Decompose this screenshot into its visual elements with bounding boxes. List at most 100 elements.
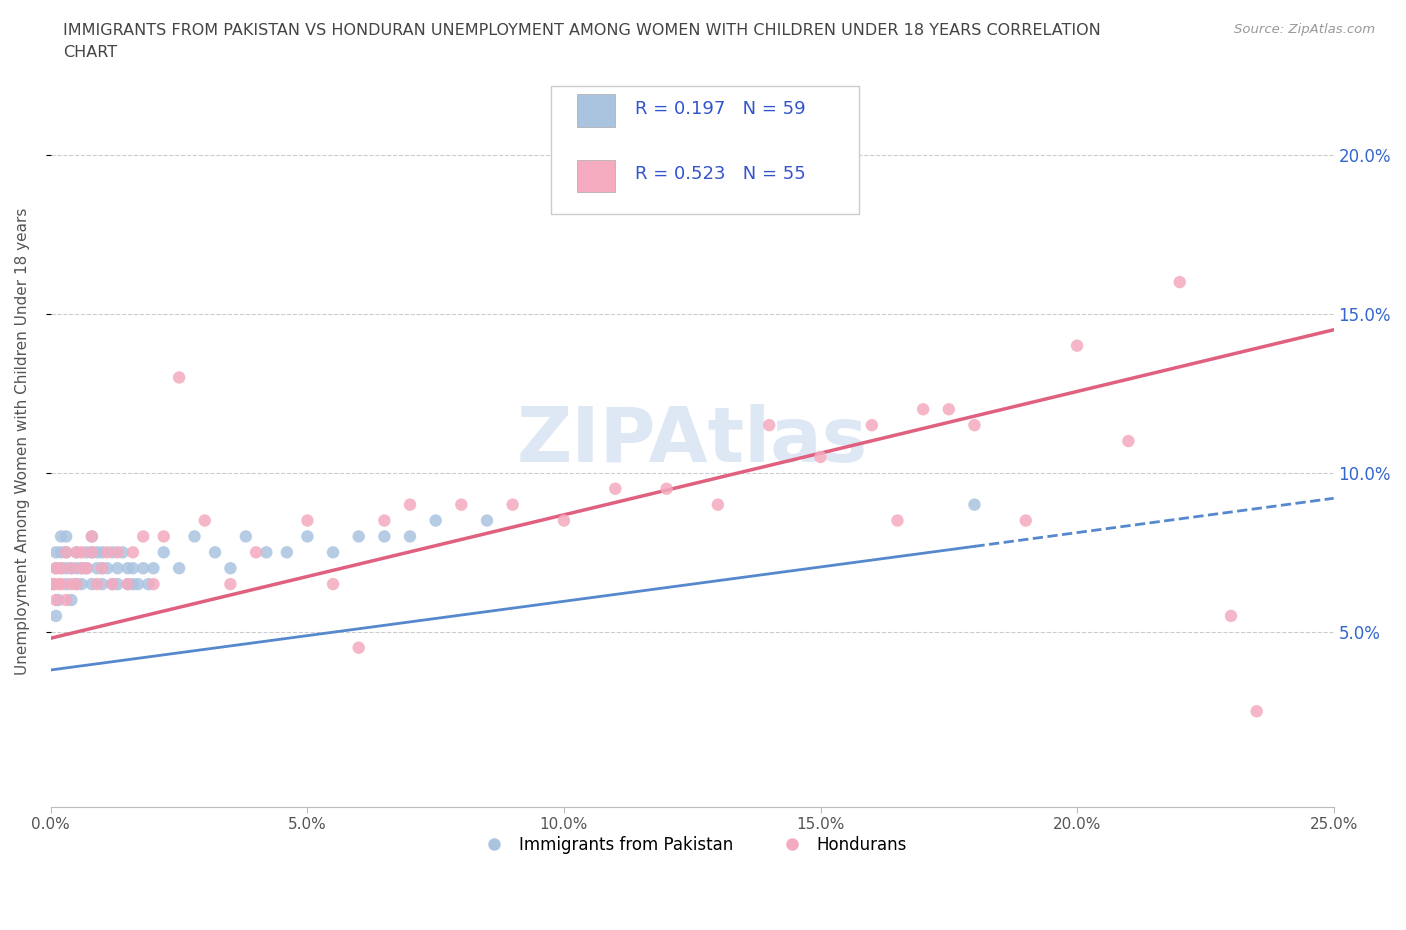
Point — [167, 370, 190, 385]
Point — [65, 561, 87, 576]
FancyBboxPatch shape — [551, 86, 859, 215]
Point — [502, 498, 524, 512]
Point — [55, 545, 77, 560]
Point — [322, 577, 344, 591]
FancyBboxPatch shape — [576, 160, 616, 193]
Point — [860, 418, 883, 432]
Point — [655, 482, 678, 497]
Point — [65, 577, 87, 591]
Point — [91, 561, 114, 576]
Point — [45, 608, 67, 623]
Point — [1066, 339, 1088, 353]
Point — [117, 577, 139, 591]
Point — [86, 577, 108, 591]
Legend: Immigrants from Pakistan, Hondurans: Immigrants from Pakistan, Hondurans — [471, 830, 914, 860]
Point — [48, 577, 70, 591]
Point — [60, 561, 83, 576]
Point — [194, 513, 217, 528]
Point — [96, 561, 118, 576]
Point — [55, 545, 77, 560]
Point — [55, 561, 77, 576]
Point — [80, 529, 103, 544]
Point — [80, 545, 103, 560]
Point — [963, 498, 986, 512]
Point — [42, 577, 65, 591]
Text: Source: ZipAtlas.com: Source: ZipAtlas.com — [1234, 23, 1375, 36]
Point — [605, 482, 627, 497]
Point — [91, 561, 114, 576]
Point — [49, 545, 72, 560]
Point — [758, 418, 780, 432]
Point — [101, 577, 124, 591]
Point — [76, 561, 98, 576]
Point — [49, 561, 72, 576]
Point — [297, 529, 319, 544]
Point — [96, 545, 118, 560]
Point — [152, 545, 174, 560]
Point — [450, 498, 472, 512]
Point — [132, 561, 155, 576]
FancyBboxPatch shape — [576, 94, 616, 126]
Text: CHART: CHART — [63, 45, 117, 60]
Point — [136, 577, 159, 591]
Point — [65, 545, 87, 560]
Point — [127, 577, 149, 591]
Point — [65, 545, 87, 560]
Point — [963, 418, 986, 432]
Point — [70, 577, 93, 591]
Point — [1220, 608, 1243, 623]
Point — [60, 577, 83, 591]
Point — [235, 529, 257, 544]
Point — [425, 513, 447, 528]
Point — [322, 545, 344, 560]
Point — [219, 561, 242, 576]
Point — [48, 592, 70, 607]
Point — [91, 577, 114, 591]
Point — [45, 545, 67, 560]
Point — [55, 577, 77, 591]
Point — [111, 545, 134, 560]
Point — [49, 577, 72, 591]
Point — [1015, 513, 1038, 528]
Point — [245, 545, 267, 560]
Point — [49, 561, 72, 576]
Point — [1118, 433, 1140, 448]
Point — [80, 545, 103, 560]
Point — [107, 545, 129, 560]
Text: IMMIGRANTS FROM PAKISTAN VS HONDURAN UNEMPLOYMENT AMONG WOMEN WITH CHILDREN UNDE: IMMIGRANTS FROM PAKISTAN VS HONDURAN UNE… — [63, 23, 1101, 38]
Point — [107, 561, 129, 576]
Point — [167, 561, 190, 576]
Point — [373, 529, 395, 544]
Point — [86, 545, 108, 560]
Point — [45, 561, 67, 576]
Point — [60, 592, 83, 607]
Point — [373, 513, 395, 528]
Point — [204, 545, 226, 560]
Point — [42, 577, 65, 591]
Point — [49, 529, 72, 544]
Point — [70, 545, 93, 560]
Text: ZIPAtlas: ZIPAtlas — [516, 404, 868, 478]
Point — [254, 545, 277, 560]
Point — [45, 592, 67, 607]
Point — [91, 545, 114, 560]
Point — [347, 529, 370, 544]
Point — [101, 577, 124, 591]
Point — [70, 561, 93, 576]
Point — [219, 577, 242, 591]
Point — [65, 577, 87, 591]
Point — [70, 561, 93, 576]
Point — [142, 561, 165, 576]
Point — [553, 513, 575, 528]
Point — [122, 545, 145, 560]
Text: R = 0.197   N = 59: R = 0.197 N = 59 — [634, 100, 806, 117]
Point — [276, 545, 298, 560]
Point — [101, 545, 124, 560]
Point — [886, 513, 908, 528]
Point — [297, 513, 319, 528]
Point — [912, 402, 935, 417]
Point — [107, 577, 129, 591]
Point — [399, 529, 422, 544]
Text: R = 0.523   N = 55: R = 0.523 N = 55 — [634, 166, 806, 183]
Point — [117, 577, 139, 591]
